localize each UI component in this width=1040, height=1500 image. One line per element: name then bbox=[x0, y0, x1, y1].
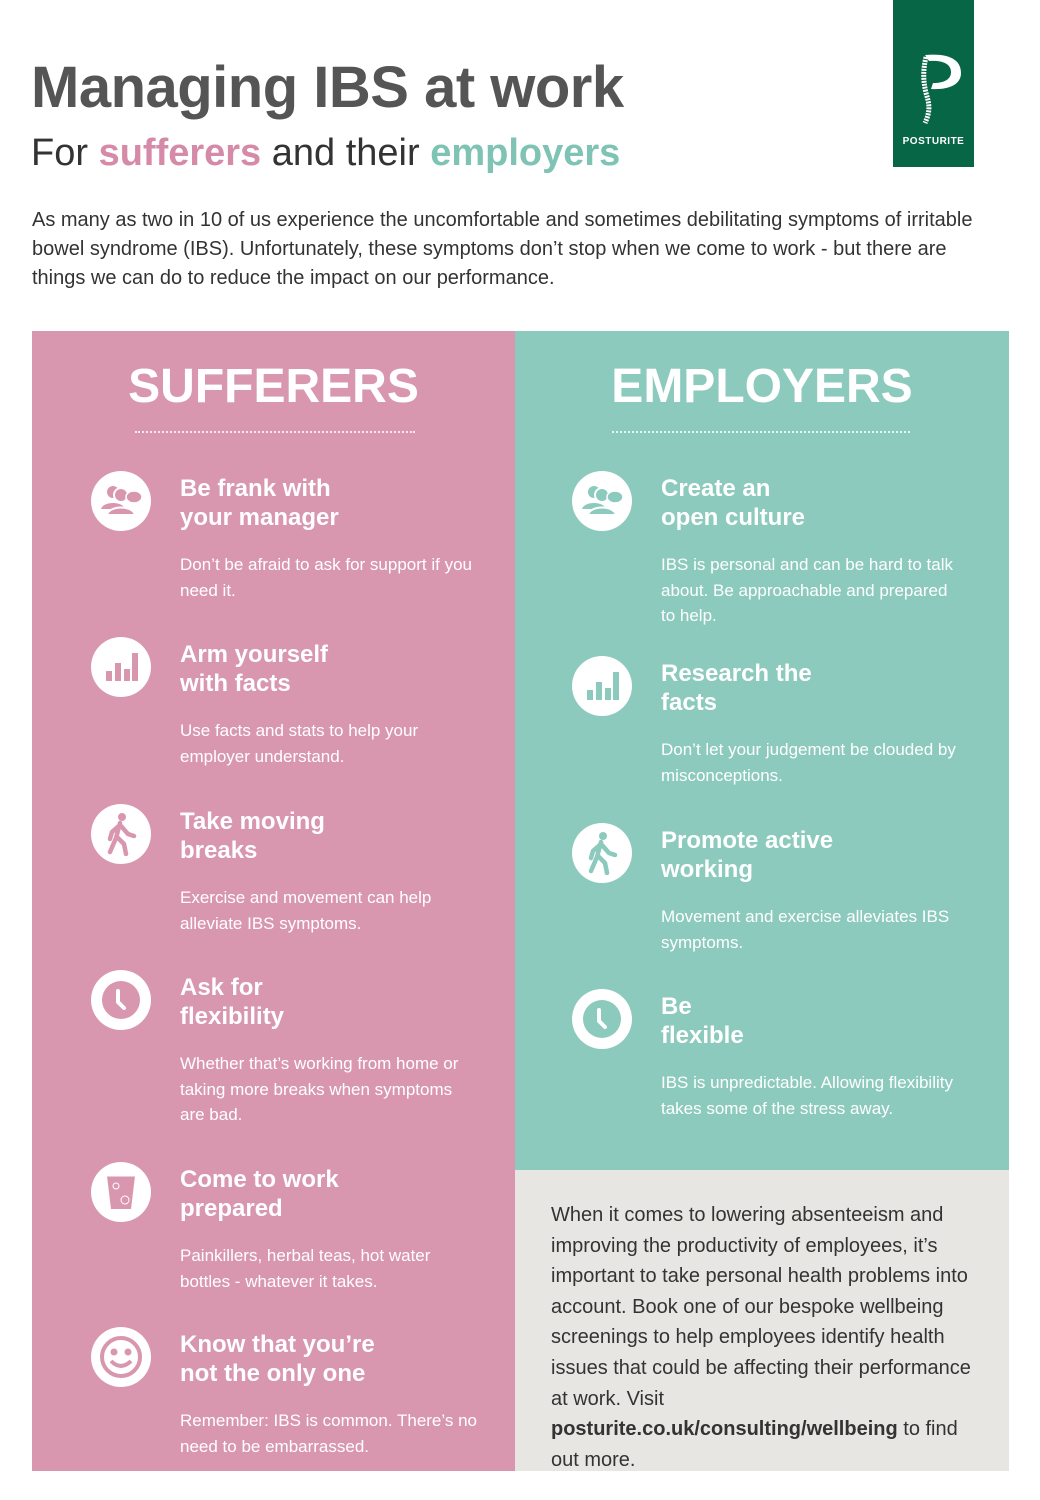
title-line: facts bbox=[661, 689, 718, 716]
walking-icon bbox=[91, 804, 151, 864]
bar-chart-icon bbox=[572, 656, 632, 716]
title-line: flexible bbox=[661, 1022, 744, 1049]
cta-after: to find out more. bbox=[551, 1418, 958, 1471]
employers-item-body: IBS is personal and can be hard to talk … bbox=[661, 555, 954, 625]
sufferers-item-body: Exercise and movement can help alleviate… bbox=[180, 888, 432, 933]
employers-heading: EMPLOYERS bbox=[611, 360, 913, 413]
title-line: open culture bbox=[661, 504, 806, 531]
title-line: your manager bbox=[180, 504, 339, 531]
title-line: prepared bbox=[180, 1195, 283, 1222]
subtitle-sufferers: sufferers bbox=[98, 132, 262, 174]
intro-text: As many as two in 10 of us experience th… bbox=[32, 209, 973, 289]
posturite-logo: POSTURITE bbox=[893, 0, 974, 167]
employers-item-body: IBS is unpredictable. Allowing flexibili… bbox=[661, 1073, 953, 1118]
title-line: not the only one bbox=[180, 1360, 366, 1387]
divider bbox=[612, 431, 910, 433]
sufferers-item-title: Arm yourself with facts bbox=[180, 640, 328, 698]
title-line: Be bbox=[661, 993, 692, 1020]
people-chat-icon bbox=[91, 471, 151, 531]
employers-item-body: Don’t let your judgement be clouded by m… bbox=[661, 740, 956, 785]
divider bbox=[135, 431, 415, 433]
title-line: flexibility bbox=[180, 1003, 285, 1030]
sufferers-item-body: Painkillers, herbal teas, hot water bott… bbox=[180, 1246, 431, 1291]
sufferers-item-title: Come to work prepared bbox=[180, 1165, 339, 1223]
sufferers-item-body: Whether that’s working from home or taki… bbox=[180, 1054, 459, 1124]
logo-text: POSTURITE bbox=[902, 136, 965, 147]
sufferers-heading: SUFFERERS bbox=[128, 360, 419, 413]
title-line: Arm yourself bbox=[180, 641, 329, 668]
spine-p-icon bbox=[921, 54, 961, 125]
employers-item-title: Promote active working bbox=[661, 826, 833, 884]
subtitle-pre: For bbox=[31, 132, 99, 174]
clock-icon bbox=[572, 989, 632, 1049]
employers-item-title: Research the facts bbox=[661, 659, 812, 717]
subtitle-mid: and their bbox=[261, 132, 431, 174]
page-subtitle: For sufferers and their employers bbox=[31, 132, 620, 175]
sufferers-item-title: Know that you’re not the only one bbox=[180, 1330, 375, 1388]
drink-cup-icon bbox=[91, 1162, 151, 1222]
title-line: with facts bbox=[180, 670, 291, 697]
title-line: Ask for bbox=[180, 974, 263, 1001]
clock-icon bbox=[91, 970, 151, 1030]
cta-link[interactable]: posturite.co.uk/consulting/wellbeing bbox=[551, 1418, 898, 1441]
title-line: Promote active bbox=[661, 827, 834, 854]
employers-item-body: Movement and exercise alleviates IBS sym… bbox=[661, 907, 950, 952]
employers-panel: EMPLOYERS bbox=[515, 331, 1009, 1170]
cta-panel bbox=[515, 1170, 1009, 1471]
title-line: Come to work bbox=[180, 1166, 339, 1193]
title-line: Create an bbox=[661, 475, 771, 502]
title-line: Know that you’re bbox=[180, 1331, 375, 1358]
subtitle-employers: employers bbox=[430, 132, 621, 174]
smiley-icon bbox=[91, 1327, 151, 1387]
title-line: breaks bbox=[180, 837, 258, 864]
cta-body: When it comes to lowering absenteeism an… bbox=[551, 1204, 971, 1410]
title-line: working bbox=[661, 856, 754, 883]
title-line: Take moving bbox=[180, 808, 325, 835]
sufferers-item-body: Remember: IBS is common. There’s no need… bbox=[180, 1411, 477, 1456]
sufferers-item-body: Use facts and stats to help your employe… bbox=[180, 721, 419, 766]
cta-text: When it comes to lowering absenteeism an… bbox=[551, 1200, 991, 1475]
bar-chart-icon bbox=[91, 637, 151, 697]
title-line: Be frank with bbox=[180, 475, 331, 502]
sufferers-item-body: Don’t be afraid to ask for support if yo… bbox=[180, 555, 472, 600]
walking-icon bbox=[572, 823, 632, 883]
sufferers-item-title: Take moving breaks bbox=[180, 807, 325, 865]
sufferers-item-title: Be frank with your manager bbox=[180, 474, 339, 532]
sufferers-item-title: Ask for flexibility bbox=[180, 973, 284, 1031]
employers-item-title: Create an open culture bbox=[661, 474, 805, 532]
page-title: Managing IBS at work bbox=[31, 55, 624, 120]
employers-item-title: Be flexible bbox=[661, 992, 744, 1050]
people-chat-icon bbox=[572, 471, 632, 531]
title-line: Research the bbox=[661, 660, 812, 687]
